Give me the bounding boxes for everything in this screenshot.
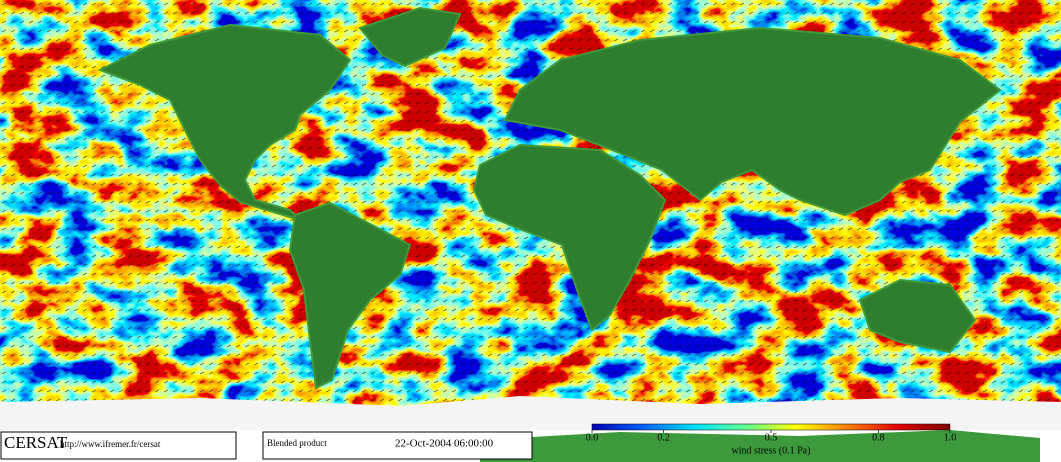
date: 22-Oct-2004 06:00:00 bbox=[395, 438, 494, 450]
colorbar-tick-label: 0.8 bbox=[872, 432, 885, 443]
colorbar-tick-label: 0.2 bbox=[657, 432, 670, 443]
footer: CERSAT http://www.ifremer.fr/cersat Blen… bbox=[0, 431, 533, 460]
africa bbox=[472, 143, 667, 332]
north-america bbox=[97, 23, 352, 221]
product-box bbox=[262, 431, 533, 460]
australia bbox=[858, 278, 977, 354]
antarctica bbox=[480, 430, 1040, 462]
colorbar-tick-label: 0.0 bbox=[586, 432, 599, 443]
colorbar-ramp bbox=[591, 423, 951, 431]
colorbar-label: wind stress (0.1 Pa) bbox=[732, 445, 811, 456]
product: Blended product bbox=[267, 438, 327, 448]
logo: CERSAT bbox=[4, 433, 68, 452]
greenland bbox=[358, 6, 462, 68]
colorbar: wind stress (0.1 Pa) 0.0 0.2 0.5 0.8 1.0 bbox=[586, 423, 957, 456]
south-america bbox=[288, 201, 412, 390]
colorbar-tick-label: 1.0 bbox=[944, 432, 957, 443]
colorbar-tick-label: 0.5 bbox=[765, 432, 778, 443]
url: http://www.ifremer.fr/cersat bbox=[60, 439, 161, 449]
eurasia bbox=[503, 26, 1002, 217]
sea-ice bbox=[0, 396, 1061, 430]
credit-box bbox=[0, 431, 237, 460]
